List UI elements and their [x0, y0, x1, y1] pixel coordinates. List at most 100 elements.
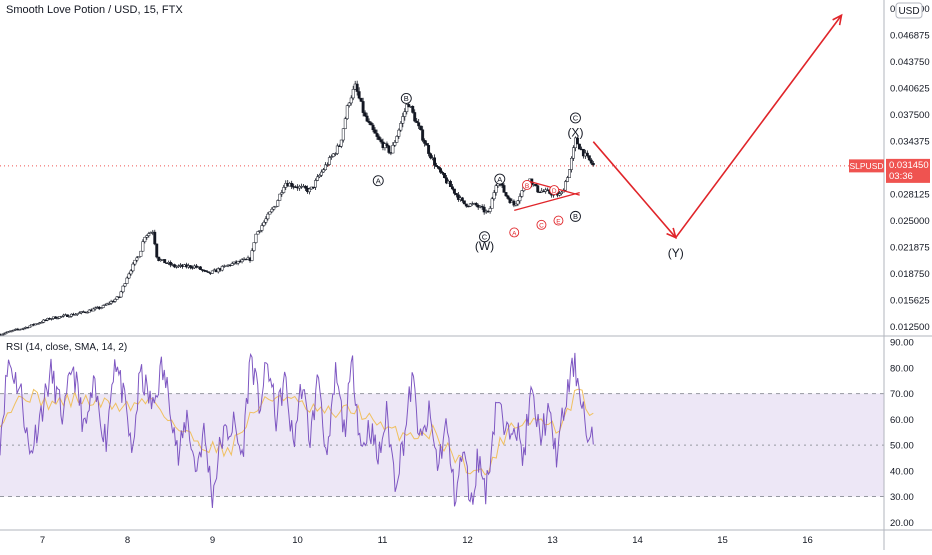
wave-label-text[interactable]: (X): [567, 125, 583, 139]
wave-label-circle[interactable]: [549, 185, 560, 196]
candle-body-up: [270, 208, 274, 213]
candle-body-up: [115, 296, 119, 300]
wave-label-text[interactable]: A: [512, 230, 517, 237]
candle-body-up: [401, 116, 405, 124]
wave-label-text[interactable]: C: [573, 114, 579, 123]
currency-badge-box[interactable]: [895, 2, 923, 19]
price-tick-label: 0.043750: [890, 57, 930, 68]
time-tick-label: 9: [210, 535, 215, 546]
candle: [123, 282, 127, 288]
candle: [423, 138, 427, 147]
candle-body-up: [570, 157, 573, 170]
wave-label-circle[interactable]: [522, 180, 532, 190]
candle: [419, 125, 423, 131]
currency-badge-label[interactable]: USD: [898, 6, 919, 17]
wave-label-circle[interactable]: [372, 175, 384, 187]
candle-body-up: [127, 273, 131, 279]
candle-body-up: [50, 318, 54, 320]
price-tag-box: [886, 158, 930, 183]
wave-label-circle[interactable]: [494, 173, 506, 185]
wave-label-minor[interactable]: D: [549, 185, 560, 196]
candle-body-up: [135, 257, 139, 261]
price-tick-label: 0.046875: [890, 31, 930, 42]
wave-label-text[interactable]: B: [404, 94, 409, 103]
wave-label-text[interactable]: B: [573, 212, 578, 221]
currency-badge[interactable]: USD: [895, 2, 923, 19]
wave-label-text[interactable]: A: [376, 177, 381, 186]
candle-body-down: [206, 271, 210, 273]
wave-label-major[interactable]: A: [494, 173, 506, 185]
wave-label-circle[interactable]: [479, 231, 490, 243]
wave-label-major[interactable]: (W): [475, 239, 494, 253]
wave-label-major[interactable]: C: [479, 231, 490, 243]
candle-body-up: [119, 291, 123, 298]
candle: [494, 183, 498, 196]
rsi-ma-line: [0, 388, 594, 476]
wave-label-major[interactable]: (Y): [668, 246, 684, 260]
candle-body-down: [587, 155, 591, 161]
candle: [12, 329, 16, 332]
candle: [145, 234, 149, 240]
candle-body-down: [437, 166, 440, 169]
wave-label-major[interactable]: (X): [567, 125, 583, 139]
candle: [10, 330, 14, 333]
candle: [258, 230, 262, 234]
candle-body-down: [591, 162, 595, 166]
wave-label-text[interactable]: C: [539, 223, 544, 230]
candle-body-up: [572, 147, 575, 159]
candle-body-up: [558, 193, 562, 196]
wave-label-circle[interactable]: [570, 210, 581, 222]
wave-label-text[interactable]: C: [482, 233, 488, 242]
candle-body-down: [357, 91, 361, 99]
candle-body-down: [504, 192, 508, 197]
candle: [327, 155, 331, 166]
wave-label-major[interactable]: B: [400, 92, 412, 104]
rsi-tick-label: 40.00: [890, 466, 914, 477]
candle-body-up: [403, 111, 407, 117]
wave-label-minor[interactable]: B: [522, 180, 532, 190]
candle: [73, 313, 77, 316]
wave-label-minor[interactable]: C: [536, 219, 547, 230]
candle: [139, 250, 143, 257]
candle-body-up: [109, 301, 113, 304]
candle: [435, 162, 438, 168]
candle: [508, 197, 512, 204]
wave-label-circle[interactable]: [400, 92, 412, 104]
wave-label-major[interactable]: A: [372, 175, 384, 187]
triangle-trendline[interactable]: [514, 191, 580, 212]
wave-label-text[interactable]: A: [497, 175, 502, 184]
candle: [198, 265, 202, 271]
candle: [568, 169, 571, 178]
candle: [349, 95, 353, 106]
candle-body-down: [375, 133, 379, 137]
rsi-tick-label: 30.00: [890, 492, 914, 503]
candle: [560, 190, 564, 196]
candle-body-down: [534, 184, 538, 186]
wave-label-minor[interactable]: E: [553, 215, 564, 226]
wave-label-circle[interactable]: [509, 227, 520, 238]
wave-label-circle[interactable]: [536, 219, 547, 230]
candle: [347, 102, 351, 108]
wave-label-circle[interactable]: [553, 215, 564, 226]
wave-label-minor[interactable]: A: [509, 227, 520, 238]
candle-body-up: [10, 330, 14, 332]
wave-label-text[interactable]: (W): [475, 239, 494, 253]
wave-label-major[interactable]: B: [570, 210, 581, 222]
wave-label-major[interactable]: C: [570, 112, 581, 124]
price-tag-countdown: 03:36: [889, 171, 913, 182]
price-tag-value: 0.031450: [889, 160, 929, 171]
wave-label-text[interactable]: D: [552, 188, 557, 195]
candle-body-down: [577, 143, 581, 150]
symbol-title[interactable]: Smooth Love Potion / USD, 15, FTX: [6, 4, 183, 16]
candle-body-up: [494, 185, 498, 193]
candle: [411, 105, 415, 114]
candle-body-down: [417, 122, 421, 127]
wave-label-circle[interactable]: [570, 112, 581, 124]
candle: [585, 150, 589, 158]
candle: [127, 272, 131, 279]
wave-label-text[interactable]: E: [556, 218, 561, 225]
rsi-legend[interactable]: RSI (14, close, SMA, 14, 2): [6, 342, 127, 353]
wave-label-text[interactable]: B: [525, 183, 529, 190]
wave-label-text[interactable]: (Y): [668, 246, 684, 260]
candle-body-up: [260, 225, 264, 231]
